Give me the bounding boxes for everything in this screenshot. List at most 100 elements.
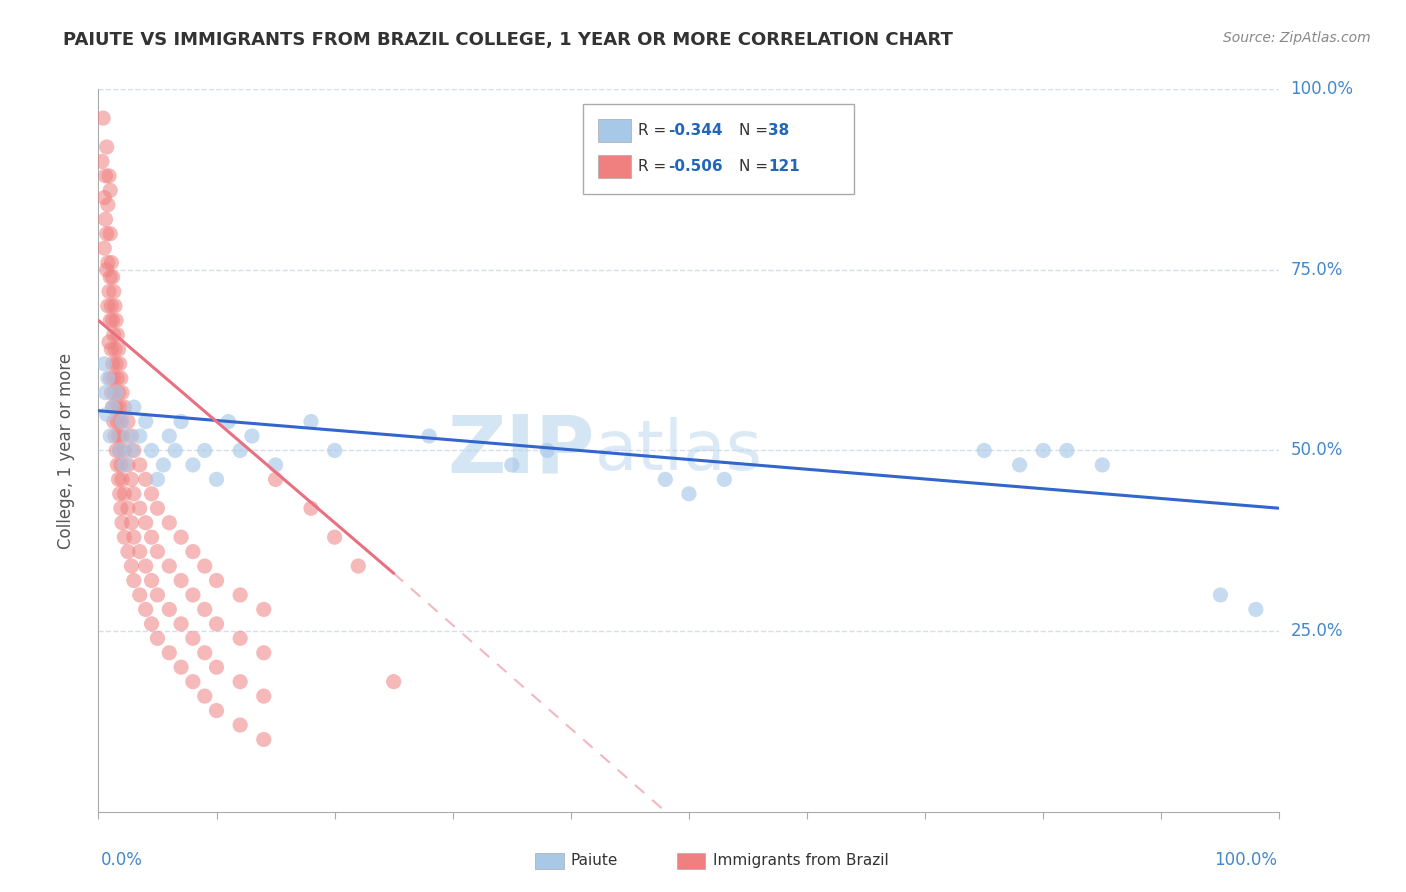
Point [98, 313, 121, 327]
Point [112, 400, 135, 414]
Point [1244, 602, 1267, 616]
Point [96, 262, 118, 277]
Point [122, 530, 145, 544]
Point [111, 415, 134, 429]
Point [146, 544, 169, 558]
Point [98, 183, 121, 197]
Point [93, 357, 115, 371]
Point [323, 530, 346, 544]
Point [146, 632, 169, 646]
Point [181, 588, 204, 602]
Text: Immigrants from Brazil: Immigrants from Brazil [713, 854, 889, 868]
Point [678, 487, 700, 501]
Point [157, 602, 180, 616]
Point [205, 616, 228, 631]
Point [117, 458, 139, 472]
FancyBboxPatch shape [536, 853, 564, 869]
Point [101, 270, 124, 285]
Point [104, 343, 127, 357]
Point [108, 487, 131, 501]
Point [165, 443, 187, 458]
Point [110, 371, 132, 385]
Point [121, 443, 143, 458]
Point [111, 429, 134, 443]
Point [105, 443, 128, 458]
Point [157, 646, 180, 660]
Point [111, 472, 134, 486]
Point [98, 371, 121, 385]
Point [107, 429, 129, 443]
Point [97, 255, 120, 269]
Point [110, 458, 132, 472]
Point [122, 574, 145, 588]
Text: 121: 121 [768, 159, 800, 174]
Point [135, 559, 157, 574]
Point [98, 285, 121, 299]
Point [112, 458, 135, 472]
Y-axis label: College, 1 year or more: College, 1 year or more [56, 352, 75, 549]
Point [111, 516, 134, 530]
Point [94, 212, 117, 227]
Point [253, 646, 276, 660]
Point [217, 415, 239, 429]
Point [323, 443, 346, 458]
Point [1209, 588, 1232, 602]
Point [96, 227, 118, 241]
Point [101, 400, 124, 414]
Point [128, 588, 150, 602]
Point [135, 415, 157, 429]
Point [105, 400, 128, 414]
Point [97, 299, 120, 313]
Text: 100.0%: 100.0% [1291, 80, 1354, 98]
Point [105, 385, 128, 400]
Point [1056, 443, 1078, 458]
Point [100, 385, 122, 400]
Point [91, 154, 114, 169]
Point [152, 458, 174, 472]
Point [135, 602, 157, 616]
Point [104, 429, 127, 443]
Text: Paiute: Paiute [571, 854, 619, 868]
Point [135, 516, 157, 530]
Point [146, 501, 169, 516]
FancyBboxPatch shape [678, 853, 706, 869]
Text: 25.0%: 25.0% [1291, 622, 1343, 640]
Point [205, 574, 228, 588]
Point [91, 111, 114, 125]
Point [170, 660, 193, 674]
Point [1032, 443, 1054, 458]
Text: ZIP: ZIP [447, 411, 595, 490]
Point [105, 371, 128, 385]
Point [181, 674, 204, 689]
Point [103, 371, 125, 385]
Text: PAIUTE VS IMMIGRANTS FROM BRAZIL COLLEGE, 1 YEAR OR MORE CORRELATION CHART: PAIUTE VS IMMIGRANTS FROM BRAZIL COLLEGE… [63, 31, 953, 49]
Point [170, 574, 193, 588]
Text: 38: 38 [768, 123, 789, 138]
Point [141, 574, 163, 588]
Text: 0.0%: 0.0% [101, 851, 143, 869]
Text: 100.0%: 100.0% [1213, 851, 1277, 869]
Point [654, 472, 676, 486]
Point [100, 299, 122, 313]
Point [128, 458, 150, 472]
Point [205, 704, 228, 718]
Point [94, 169, 117, 183]
Point [141, 487, 163, 501]
Point [157, 559, 180, 574]
Point [229, 443, 252, 458]
Point [229, 588, 252, 602]
Point [170, 616, 193, 631]
Text: atlas: atlas [595, 417, 762, 484]
Point [121, 516, 143, 530]
Point [107, 343, 129, 357]
Point [229, 674, 252, 689]
Point [98, 429, 121, 443]
Point [1008, 458, 1031, 472]
Point [110, 501, 132, 516]
Point [194, 443, 217, 458]
Text: N =: N = [738, 159, 772, 174]
Point [108, 443, 131, 458]
Point [128, 429, 150, 443]
Point [253, 732, 276, 747]
Point [93, 241, 115, 255]
